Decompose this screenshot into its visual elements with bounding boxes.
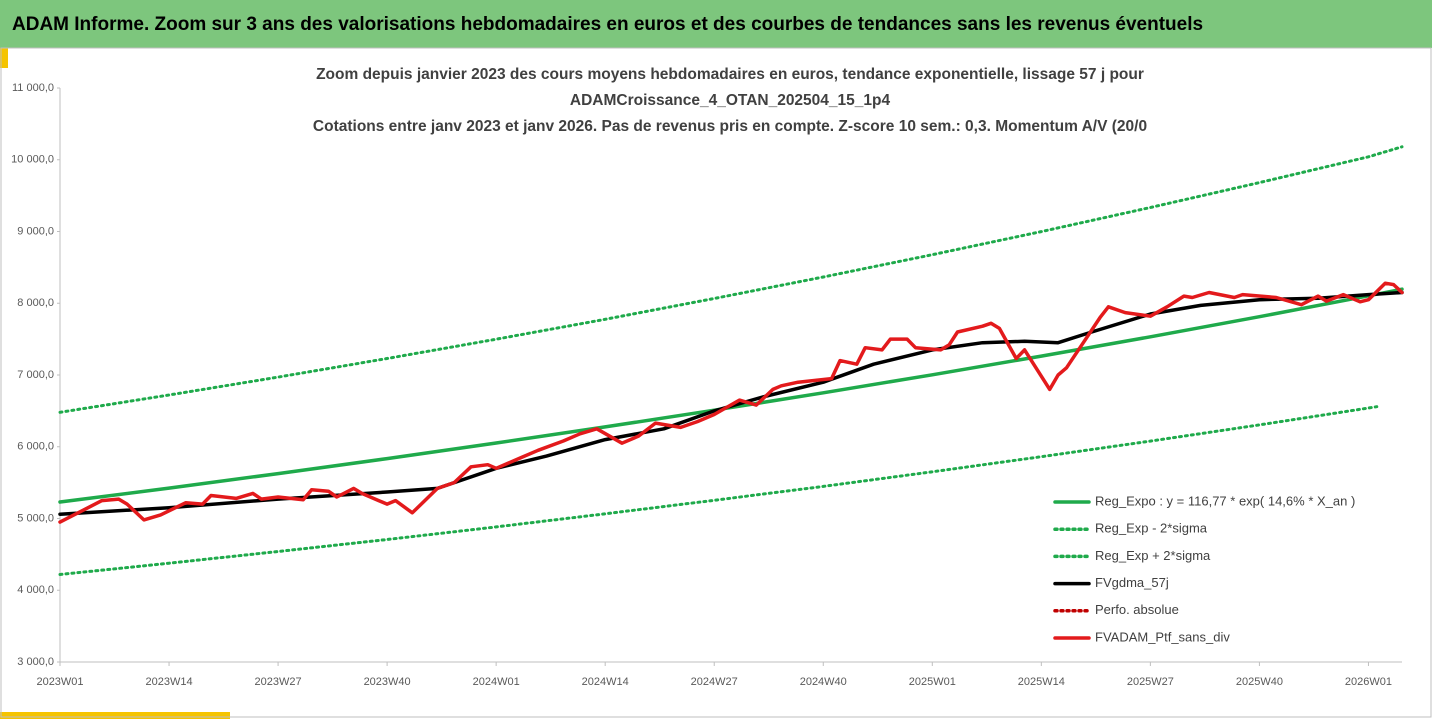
- x-tick-label: 2025W40: [1236, 676, 1283, 688]
- x-tick-label: 2024W01: [473, 676, 520, 688]
- x-tick-label: 2025W01: [909, 676, 956, 688]
- legend-label: Perfo. absolue: [1095, 602, 1179, 617]
- legend-label: FVADAM_Ptf_sans_div: [1095, 629, 1230, 644]
- x-tick-label: 2026W01: [1345, 676, 1392, 688]
- x-tick-label: 2025W14: [1018, 676, 1065, 688]
- legend-label: Reg_Exp - 2*sigma: [1095, 521, 1208, 536]
- header-bar: [0, 0, 1432, 48]
- chart-title: Cotations entre janv 2023 et janv 2026. …: [313, 118, 1147, 135]
- chart-title: ADAMCroissance_4_OTAN_202504_15_1p4: [570, 92, 891, 109]
- chart-frame: [0, 47, 1432, 718]
- y-tick-label: 7 000,0: [17, 369, 54, 381]
- x-tick-label: 2024W40: [800, 676, 847, 688]
- x-tick-label: 2024W27: [691, 676, 738, 688]
- y-tick-label: 8 000,0: [17, 297, 54, 309]
- x-tick-label: 2023W14: [145, 676, 192, 688]
- x-tick-label: 2024W14: [582, 676, 629, 688]
- chart-title: Zoom depuis janvier 2023 des cours moyen…: [316, 66, 1144, 83]
- accent: [0, 48, 8, 68]
- x-tick-label: 2023W01: [36, 676, 83, 688]
- series-line: [58, 145, 1404, 414]
- legend-box: [1049, 488, 1394, 656]
- legend-label: Reg_Expo : y = 116,77 * exp( 14,6% * X_a…: [1095, 493, 1355, 508]
- series-line: [58, 290, 1404, 516]
- series-line: [58, 287, 1404, 504]
- y-tick-label: 11 000,0: [12, 82, 54, 94]
- x-tick-label: 2023W27: [255, 676, 302, 688]
- header-title: ADAM Informe. Zoom sur 3 ans des valoris…: [12, 14, 1203, 35]
- series-line: [58, 281, 1404, 524]
- y-tick-label: 3 000,0: [17, 656, 54, 668]
- x-tick-label: 2023W40: [364, 676, 411, 688]
- x-tick-label: 2025W27: [1127, 676, 1174, 688]
- y-tick-label: 4 000,0: [17, 584, 54, 596]
- y-tick-label: 6 000,0: [17, 441, 54, 453]
- legend-label: Reg_Exp + 2*sigma: [1095, 548, 1211, 563]
- accent: [0, 712, 230, 719]
- legend-label: FVgdma_57j: [1095, 575, 1169, 590]
- y-tick-label: 10 000,0: [11, 154, 54, 166]
- y-tick-label: 5 000,0: [17, 512, 54, 524]
- series-line: [58, 405, 1379, 576]
- y-tick-label: 9 000,0: [17, 225, 54, 237]
